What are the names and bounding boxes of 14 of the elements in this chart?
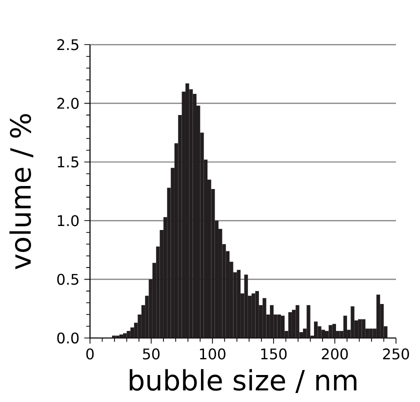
x-tick-label: 50	[143, 348, 160, 360]
y-tick-label: 2.5	[57, 39, 78, 50]
y-axis-title: volume / %	[9, 114, 34, 270]
y-tick-label: 2.0	[57, 98, 79, 109]
x-tick-label: 0	[86, 348, 94, 360]
x-tick-label: 150	[261, 348, 287, 360]
x-axis-title: bubble size / nm	[130, 369, 356, 393]
y-tick-label: 0.0	[57, 332, 79, 344]
x-tick-label: 100	[200, 348, 226, 360]
x-tick-label: 250	[383, 348, 409, 360]
y-tick-label: 1.0	[58, 215, 79, 226]
y-tick-label: 1.5	[58, 156, 78, 168]
x-tick-label: 200	[322, 348, 348, 360]
y-tick-label: 0.5	[57, 274, 78, 285]
